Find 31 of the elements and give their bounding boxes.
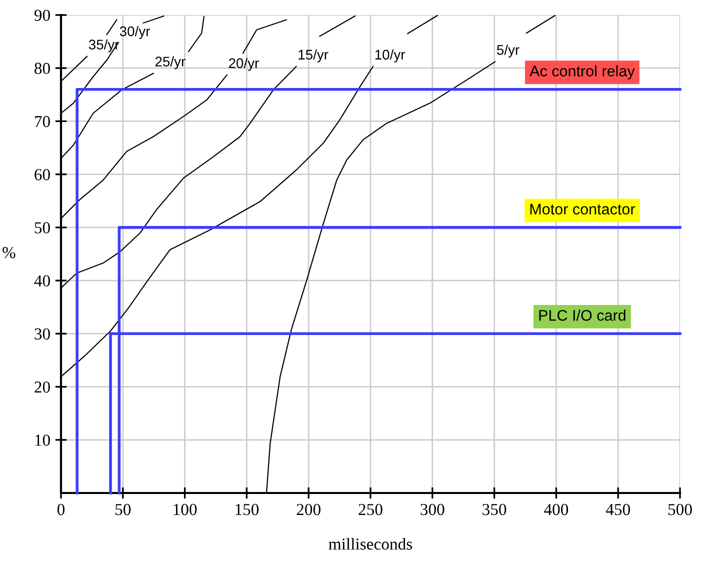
y-tick-label: 60 xyxy=(34,169,50,180)
x-tick-label: 0 xyxy=(57,504,65,516)
x-tick-label: 400 xyxy=(544,504,568,516)
x-tick-label: 450 xyxy=(606,504,630,516)
y-tick-label: 30 xyxy=(34,328,50,340)
series-label: 10/yr xyxy=(375,49,406,62)
x-tick-label: 150 xyxy=(236,504,259,516)
x-tick-label: 500 xyxy=(668,504,692,516)
y-tick-label: 20 xyxy=(34,381,50,393)
x-tick-label: 100 xyxy=(174,504,197,516)
x-tick-label: 350 xyxy=(482,504,506,516)
y-tick-label: 10 xyxy=(35,434,50,446)
y-tick-label: 70 xyxy=(35,116,50,128)
y-tick-label: 90 xyxy=(34,10,50,21)
series-label: 25/yr xyxy=(155,56,186,70)
y-tick-label: 80 xyxy=(34,62,50,74)
series-label: PLC I/O card xyxy=(539,310,626,321)
series-label: Ac control relay xyxy=(530,65,635,80)
series-label: 30/yr xyxy=(120,26,150,39)
x-tick-label: 300 xyxy=(420,504,444,516)
series-label: 15/yr xyxy=(298,49,328,62)
x-axis-title: milliseconds xyxy=(328,538,412,550)
y-axis-title: % xyxy=(2,246,16,258)
series-label: Motor contactor xyxy=(530,204,636,215)
y-tick-label: 40 xyxy=(34,275,50,286)
series-label: 5/yr xyxy=(496,44,520,58)
x-tick-label: 200 xyxy=(296,504,320,516)
series-label: 20/yr xyxy=(228,58,259,71)
x-tick-label: 250 xyxy=(358,504,382,516)
x-tick-label: 50 xyxy=(116,504,131,516)
y-tick-label: 50 xyxy=(34,222,50,234)
